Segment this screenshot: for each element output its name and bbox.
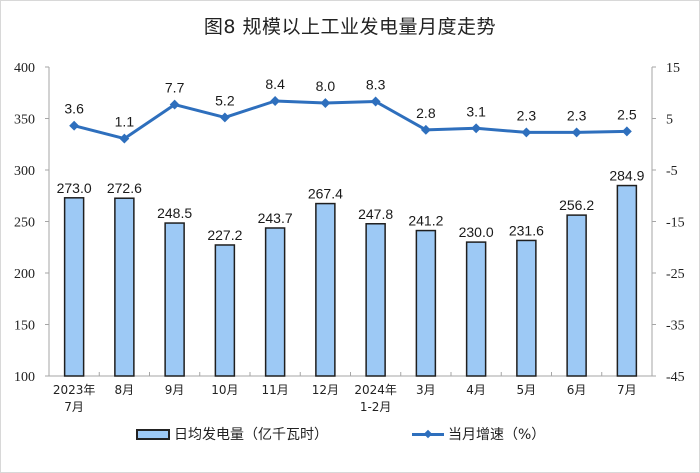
category-label: 1-2月 (360, 400, 392, 414)
line-marker-icon (471, 123, 482, 134)
line-marker-icon (169, 99, 180, 110)
category-label: 2023年 (53, 383, 96, 397)
line-marker-icon (621, 126, 632, 137)
line-value-label: 2.8 (416, 105, 436, 121)
bar-value-label: 267.4 (308, 186, 343, 202)
left-axis-tick-label: 100 (14, 370, 35, 385)
category-label: 7月 (617, 383, 637, 397)
category-label: 3月 (416, 383, 436, 397)
line-marker-icon (69, 120, 80, 131)
legend-bar-label: 日均发电量（亿千瓦时） (174, 427, 328, 443)
bar (465, 241, 487, 377)
line-marker-icon (119, 133, 130, 144)
chart-title: 图8 规模以上工业发电量月度走势 (203, 16, 497, 38)
category-label: 4月 (466, 383, 486, 397)
left-axis-tick-label: 350 (14, 113, 35, 128)
bar-value-label: 284.9 (609, 168, 644, 184)
bar-swatch-icon (136, 428, 170, 440)
line-value-label: 8.0 (316, 78, 336, 94)
line-value-label: 2.3 (567, 107, 587, 123)
right-axis-tick-label: -25 (666, 267, 685, 282)
category-label: 7月 (64, 400, 84, 414)
bar (365, 223, 386, 377)
right-axis-tick-label: -15 (666, 216, 685, 231)
right-axis-tick-label: 5 (666, 113, 673, 128)
left-axis-tick-label: 150 (14, 319, 35, 334)
bar (315, 202, 336, 377)
line-value-label: 8.3 (366, 77, 386, 93)
line-value-label: 2.3 (517, 107, 537, 123)
line-value-label: 2.5 (617, 106, 637, 122)
bar (616, 184, 638, 377)
bar-value-label: 247.8 (358, 206, 393, 222)
legend-item-bar: 日均发电量（亿千瓦时） (136, 424, 328, 444)
left-axis-tick-label: 200 (14, 267, 35, 282)
bar (63, 197, 85, 377)
line-value-label: 8.4 (265, 76, 285, 92)
bar-value-label: 243.7 (258, 210, 293, 226)
bar-value-label: 227.2 (207, 227, 242, 243)
category-label: 2024年 (354, 383, 397, 397)
right-axis-tick-label: -35 (666, 319, 685, 334)
line-marker-icon (571, 127, 582, 138)
category-label: 12月 (312, 383, 339, 397)
legend-item-line: 当月增速（%） (412, 424, 545, 444)
line-marker-icon (219, 112, 230, 123)
bar (214, 244, 236, 377)
left-axis-tick-label: 400 (14, 61, 35, 76)
category-label: 11月 (261, 383, 288, 397)
category-label: 5月 (517, 383, 537, 397)
growth-line (73, 99, 627, 141)
bar (566, 214, 587, 377)
bar (415, 229, 437, 377)
bar-value-label: 272.6 (107, 180, 142, 196)
line-value-label: 5.2 (215, 92, 235, 108)
bar-value-label: 230.0 (459, 224, 494, 240)
bar (516, 239, 537, 377)
bar-value-label: 231.6 (509, 222, 544, 238)
line-swatch-icon (412, 429, 444, 439)
legend-line-label: 当月增速（%） (448, 427, 546, 443)
bar (164, 222, 185, 377)
category-label: 9月 (165, 383, 185, 397)
line-marker-icon (521, 127, 532, 138)
category-label: 10月 (211, 383, 238, 397)
line-value-label: 7.7 (165, 80, 185, 96)
bar-value-label: 241.2 (408, 213, 443, 229)
bar-value-label: 248.5 (157, 205, 192, 221)
bar-value-label: 256.2 (559, 197, 594, 213)
left-axis-tick-label: 300 (14, 164, 35, 179)
right-axis-tick-label: 15 (666, 61, 680, 76)
line-marker-icon (270, 96, 281, 106)
line-marker-icon (320, 98, 331, 108)
category-label: 6月 (567, 383, 587, 397)
right-axis-tick-label: -45 (666, 370, 685, 385)
line-value-label: 3.1 (466, 103, 486, 119)
left-axis-tick-label: 250 (14, 216, 35, 231)
line-value-label: 3.6 (64, 101, 84, 117)
category-label: 8月 (115, 383, 135, 397)
bar (264, 227, 286, 377)
bar-value-label: 273.0 (57, 180, 92, 196)
line-value-label: 1.1 (115, 114, 135, 130)
bar (114, 197, 135, 377)
right-axis-tick-label: -5 (666, 164, 678, 179)
